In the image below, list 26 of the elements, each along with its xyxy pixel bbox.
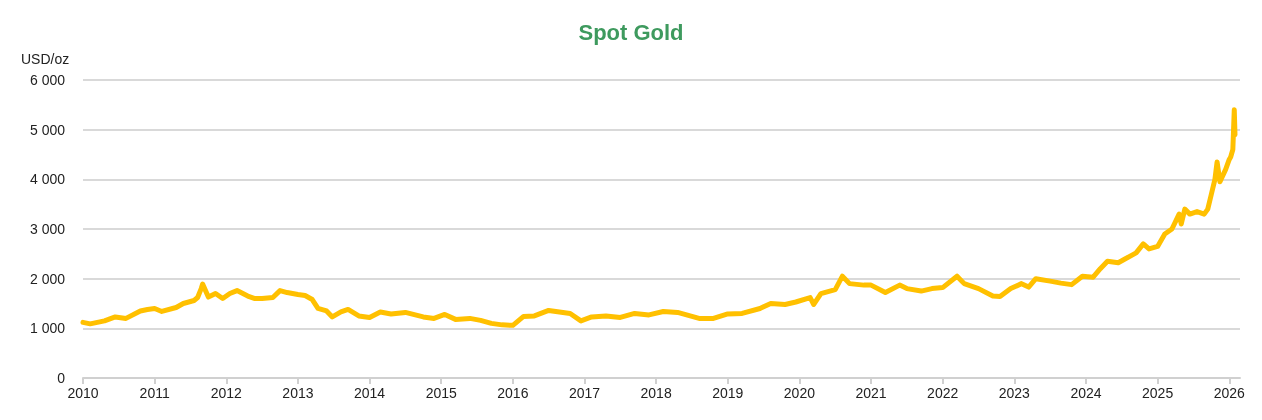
x-tick-label: 2026	[1213, 385, 1246, 401]
x-tick-label: 2022	[927, 385, 959, 401]
y-tick-label: 0	[57, 370, 66, 386]
x-tick-label: 2018	[640, 385, 672, 401]
chart-title: Spot Gold	[578, 19, 684, 45]
x-tick-label: 2012	[210, 385, 243, 401]
x-tick-label: 2019	[712, 385, 744, 401]
y-tick-label: 5 000	[29, 121, 66, 138]
x-tick-label: 2016	[497, 385, 529, 401]
x-tick-label: 2014	[353, 385, 386, 401]
y-tick-label: 2 000	[29, 270, 66, 287]
x-tick-label: 2011	[139, 385, 170, 401]
x-tick-label: 2013	[282, 385, 314, 401]
x-tick-label: 2017	[568, 385, 601, 401]
y-tick-label: 6 000	[29, 72, 66, 88]
y-tick-label: 3 000	[29, 221, 66, 237]
x-tick-label: 2010	[67, 385, 99, 401]
x-tick-label: 2021	[855, 385, 887, 401]
x-tick-label: 2020	[783, 385, 816, 401]
y-tick-label: 1 000	[29, 320, 66, 337]
x-tick-label: 2025	[1142, 385, 1174, 401]
x-tick-label: 2023	[998, 385, 1031, 401]
x-tick-label: 2015	[425, 385, 457, 401]
y-tick-label: 4 000	[29, 171, 66, 188]
y-axis-title: USD/oz	[21, 51, 70, 67]
x-tick-label: 2024	[1070, 385, 1102, 401]
